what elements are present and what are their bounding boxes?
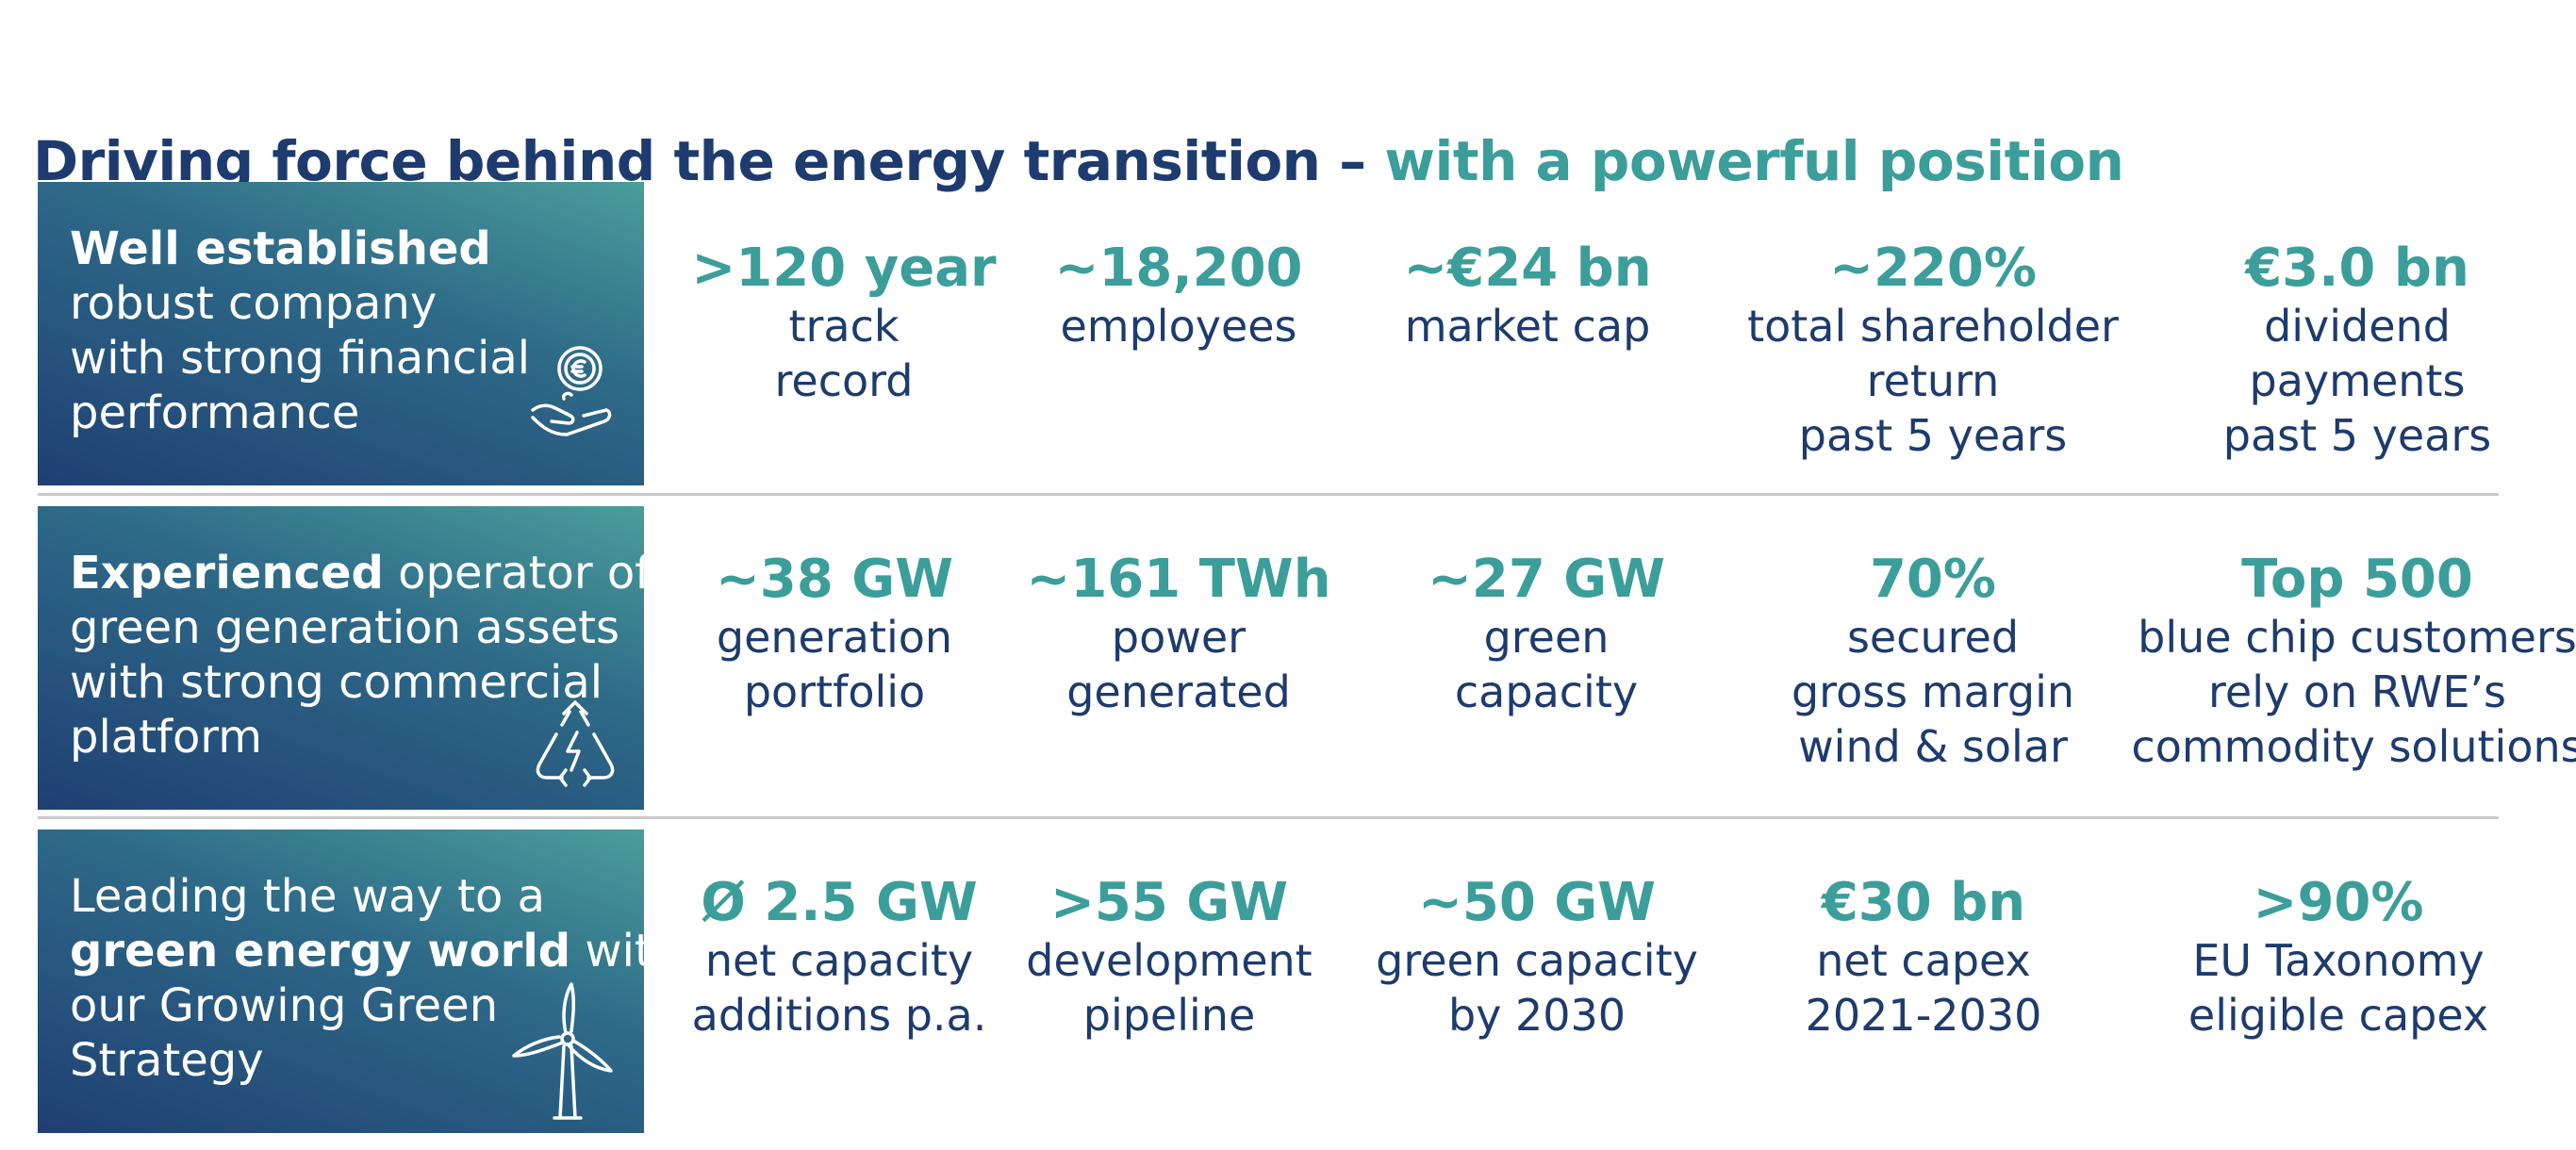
stat-label: gross margin xyxy=(1791,666,2075,717)
stat-label: wind & solar xyxy=(1798,721,2068,772)
stat-label: payments xyxy=(2249,355,2466,406)
box-line: Experienced operator of xyxy=(70,547,652,600)
stat-label: track xyxy=(788,301,900,352)
stat-label: dividend xyxy=(2264,301,2451,352)
box-line: our Growing Green xyxy=(70,979,499,1032)
stat-item: ~18,200 employees xyxy=(981,182,1377,353)
stat-item: ~38 GW generation portfolio xyxy=(636,506,1032,719)
box-line: Leading the way to a xyxy=(70,870,546,923)
stat-item: 70% secured gross margin wind & solar xyxy=(1735,506,2131,774)
category-box: Leading the way to a green energy world … xyxy=(38,830,682,1133)
stat-item: €3.0 bn dividend payments past 5 years xyxy=(2159,182,2555,463)
stat-label: generation xyxy=(716,612,953,663)
stat-label: commodity solutions xyxy=(2131,721,2576,772)
stat-value: ~220% xyxy=(1829,238,2037,299)
stat-value: €30 bn xyxy=(1821,872,2026,933)
stat-label: net capacity xyxy=(704,935,974,986)
stat-value: >90% xyxy=(2253,872,2424,933)
row-divider xyxy=(38,493,2499,496)
stat-label: development xyxy=(1026,935,1313,986)
stat-value: Top 500 xyxy=(2241,549,2473,610)
row-divider xyxy=(38,816,2499,819)
stat-value: ~18,200 xyxy=(1054,238,1303,299)
stat-value: >120 year xyxy=(691,238,997,299)
title-highlight: with a powerful position xyxy=(1384,128,2124,193)
stat-label: total shareholder xyxy=(1747,301,2119,352)
stat-label: generated xyxy=(1066,666,1291,717)
stat-value: ~50 GW xyxy=(1417,872,1657,933)
stat-label: market cap xyxy=(1404,301,1651,352)
stat-item: >90% EU Taxonomy eligible capex xyxy=(2140,830,2536,1043)
box-line: with strong commercial xyxy=(70,656,603,709)
stat-value: ~€24 bn xyxy=(1403,238,1652,299)
stat-label: employees xyxy=(1060,301,1297,352)
stat-label: return xyxy=(1866,355,2000,406)
box-line: Well established xyxy=(70,222,491,275)
box-line: with strong financial xyxy=(70,332,531,385)
stat-item: €30 bn net capex 2021-2030 xyxy=(1726,830,2122,1043)
box-line: green energy world with xyxy=(70,925,682,978)
box-line: performance xyxy=(70,386,360,439)
stat-label: blue chip customers xyxy=(2138,612,2576,663)
stat-item: ~50 GW green capacity by 2030 xyxy=(1339,830,1735,1043)
stat-item: Top 500 blue chip customers rely on RWE’… xyxy=(2122,506,2576,774)
box-line: Strategy xyxy=(70,1034,264,1087)
box-line: platform xyxy=(70,711,262,764)
row-green-strategy: Leading the way to a green energy world … xyxy=(38,830,2508,1133)
stat-value: 70% xyxy=(1869,549,1997,610)
stat-value: ~38 GW xyxy=(715,549,954,610)
stat-label: portfolio xyxy=(743,666,926,717)
stat-label: power xyxy=(1111,612,1247,663)
stat-value: Ø 2.5 GW xyxy=(701,872,978,933)
stat-item: ~27 GW green capacity xyxy=(1348,506,1744,719)
stat-item: ~€24 bn market cap xyxy=(1329,182,1726,353)
stat-label: by 2030 xyxy=(1447,990,1627,1041)
stat-label: rely on RWE’s xyxy=(2208,666,2506,717)
stat-label: eligible capex xyxy=(2188,990,2489,1041)
row-established: Well established robust company with str… xyxy=(38,182,2508,485)
row-experienced: Experienced operator of green generation… xyxy=(38,506,2576,810)
stat-item: >120 year track record xyxy=(646,182,1042,408)
category-box: Experienced operator of green generation… xyxy=(38,506,652,810)
stat-value: ~161 TWh xyxy=(1026,549,1331,610)
stat-label: 2021-2030 xyxy=(1805,990,2042,1041)
stat-item: ~220% total shareholder return past 5 ye… xyxy=(1735,182,2131,463)
box-line: green generation assets xyxy=(70,601,619,654)
stat-item: >55 GW development pipeline xyxy=(971,830,1367,1043)
stat-label: EU Taxonomy xyxy=(2192,935,2485,986)
stat-label: green capacity xyxy=(1376,935,1698,986)
stat-label: additions p.a. xyxy=(691,990,987,1041)
stat-value: >55 GW xyxy=(1049,872,1289,933)
stat-label: past 5 years xyxy=(1798,410,2068,461)
stat-label: record xyxy=(774,355,914,406)
wind-turbine-icon xyxy=(509,980,632,1122)
stat-label: pipeline xyxy=(1082,990,1256,1041)
stat-label: capacity xyxy=(1454,666,1639,717)
stat-label: green xyxy=(1483,612,1610,663)
category-box: Well established robust company with str… xyxy=(38,182,644,485)
stat-value: ~27 GW xyxy=(1427,549,1666,610)
stat-label: net capex xyxy=(1816,935,2031,986)
stat-label: past 5 years xyxy=(2222,410,2492,461)
recycle-lightning-icon xyxy=(528,695,622,798)
stat-label: secured xyxy=(1846,612,2020,663)
box-line: robust company xyxy=(70,277,438,330)
stat-item: ~161 TWh power generated xyxy=(981,506,1377,719)
stat-value: €3.0 bn xyxy=(2245,238,2469,299)
stat-item: Ø 2.5 GW net capacity additions p.a. xyxy=(641,830,1037,1043)
euro-coin-hand-icon xyxy=(528,342,622,446)
